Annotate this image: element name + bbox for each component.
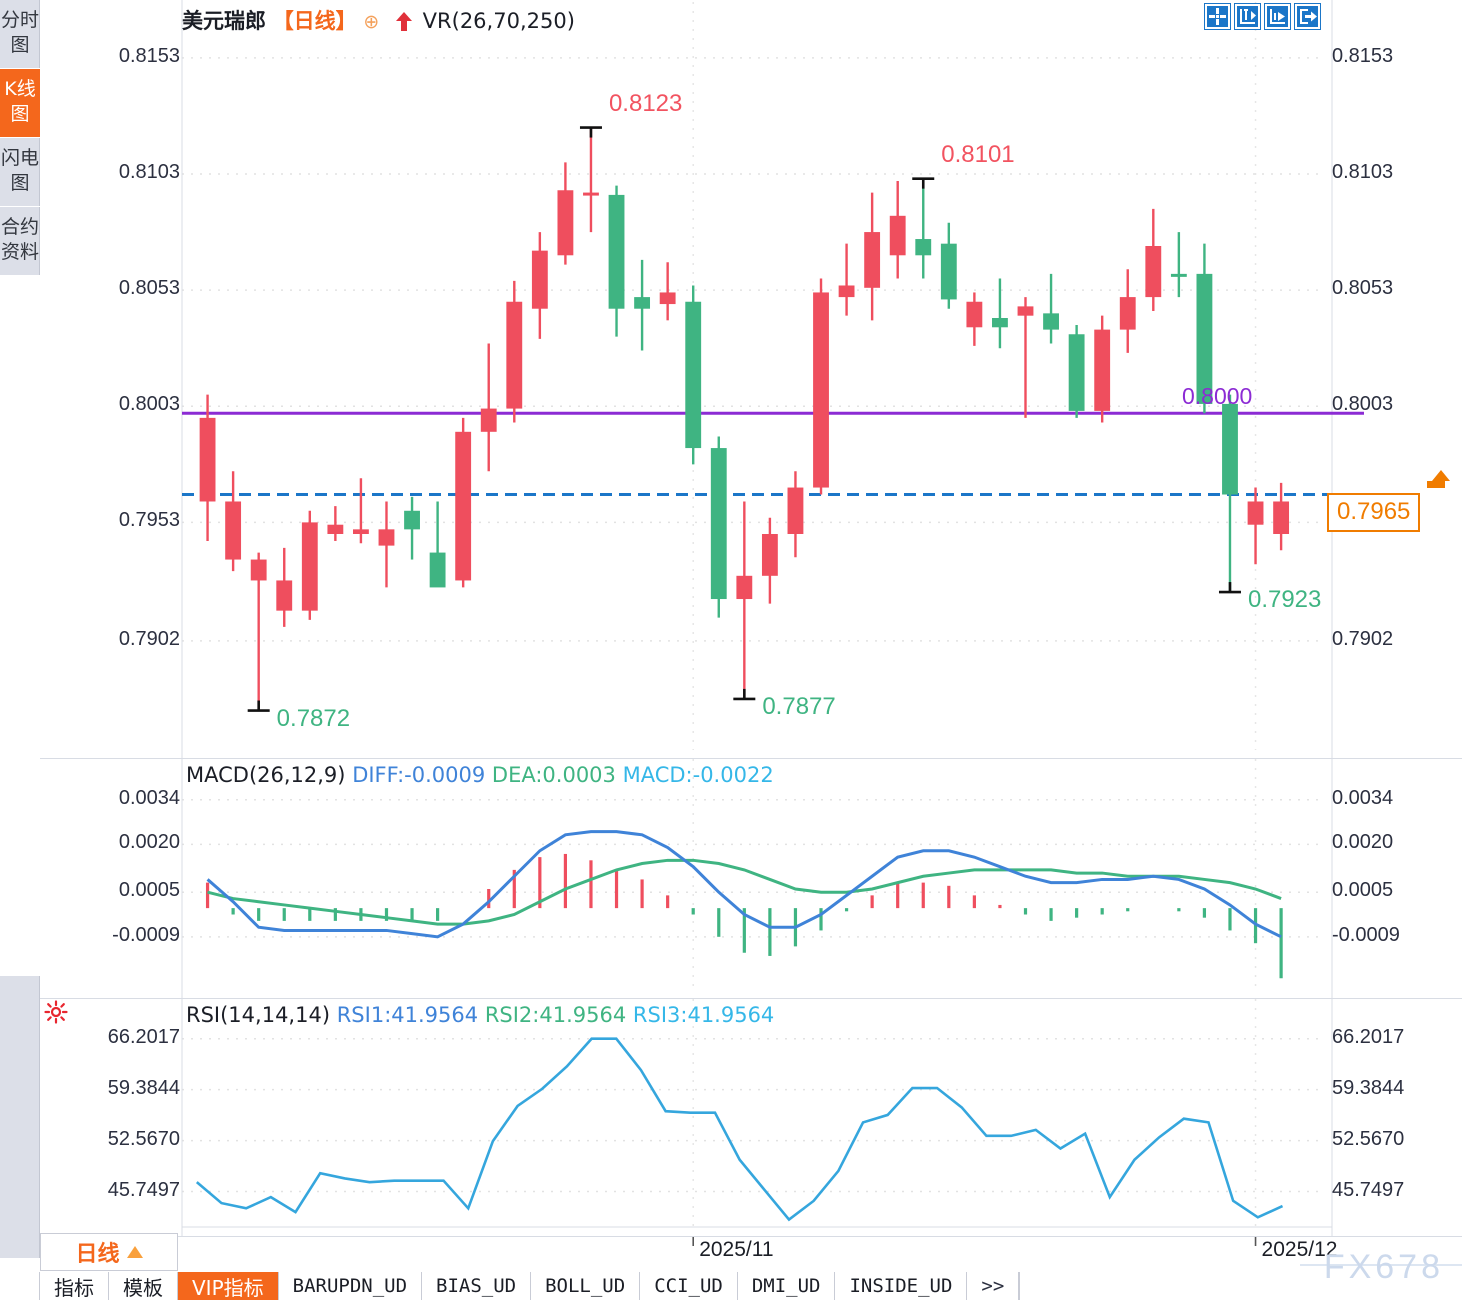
macd-axis-tick-left: 0.0020 [118, 831, 180, 854]
annotation-support-line: 0.8000 [1182, 383, 1253, 410]
price-axis-tick-right: 0.8053 [1332, 277, 1394, 300]
macd-axis-tick-left: 0.0034 [118, 786, 180, 809]
btn-cci-ud[interactable]: CCI_UD [640, 1272, 738, 1300]
rsi-axis-tick-left: 52.5670 [107, 1127, 180, 1150]
rsi2-label: RSI2:41.9564 [484, 1003, 627, 1027]
crosshair-move-icon[interactable] [1204, 3, 1231, 30]
rsi-axis-tick-right: 66.2017 [1332, 1025, 1405, 1048]
chart-fit-icon[interactable] [1264, 3, 1291, 30]
macd-panel[interactable]: MACD(26,12,9) DIFF:-0.0009 DEA:0.0003 MA… [40, 758, 1462, 998]
price-tag-pointer-bar [1427, 481, 1445, 488]
bottom-toolbar: 指标 模板 VIP指标 BARUPDN_UD BIAS_UD BOLL_UD CCI_UD D… [0, 1271, 1462, 1300]
macd-diff-label: DIFF:-0.0009 [352, 763, 486, 787]
price-axis-tick-right: 0.8103 [1332, 161, 1394, 183]
price-axis-tick-right: 0.8003 [1332, 393, 1394, 416]
btn-templates[interactable]: 模板 [109, 1272, 178, 1300]
price-tag-pointer [1432, 470, 1450, 481]
price-axis-tick-left: 0.8053 [118, 277, 180, 300]
rsi-panel[interactable]: RSI(14,14,14) RSI1:41.9564 RSI2:41.9564 … [40, 998, 1462, 1236]
btn-more[interactable]: >> [967, 1272, 1020, 1300]
rsi-axis-tick-right: 59.3844 [1332, 1076, 1405, 1099]
macd-dea-label: DEA:0.0003 [491, 763, 616, 787]
rsi-axis-tick-right: 45.7497 [1332, 1178, 1405, 1201]
x-axis-tick-label: 2025/12 [1262, 1238, 1338, 1259]
rsi-chart-canvas[interactable] [40, 999, 1462, 1236]
sun-settings-icon[interactable] [44, 1000, 68, 1024]
annotation-low-2: 0.7877 [762, 692, 836, 720]
btn-indicators[interactable]: 指标 [40, 1272, 109, 1300]
macd-name-label: MACD(26,12,9) [186, 763, 346, 787]
chart-exit-icon[interactable] [1294, 3, 1321, 30]
chart-toolbar [1204, 3, 1321, 30]
bottom-toolbar-overflow-field[interactable] [1019, 1272, 1462, 1300]
annotation-low-1: 0.7872 [276, 704, 351, 732]
crosshair-icon[interactable]: ⊕ [363, 11, 380, 33]
rsi-name-label: RSI(14,14,14) [186, 1003, 331, 1027]
sidebar-blank-area [0, 276, 40, 976]
macd-axis-tick-right: 0.0005 [1332, 879, 1394, 902]
period-label: 【日线】 [272, 9, 357, 33]
sidebar-item-timeline[interactable]: 分时图 [0, 0, 40, 69]
annotation-high-2: 0.8101 [941, 140, 1015, 168]
rsi3-label: RSI3:41.9564 [632, 1003, 775, 1027]
btn-vip-indicators[interactable]: VIP指标 [178, 1272, 279, 1300]
rsi-axis-tick-left: 66.2017 [107, 1025, 180, 1048]
annotation-high-1: 0.8123 [608, 89, 683, 117]
macd-axis-tick-left: 0.0005 [118, 879, 180, 902]
btn-boll-ud[interactable]: BOLL_UD [531, 1272, 641, 1300]
price-axis-tick-left: 0.7902 [118, 627, 180, 650]
sidebar-item-label: 合约资料 [0, 216, 39, 263]
x-axis-tick-label: 2025/11 [699, 1238, 773, 1259]
sidebar-item-label: 分时图 [0, 9, 39, 56]
macd-axis-tick-right: 0.0034 [1332, 786, 1394, 809]
macd-axis-tick-right: -0.0009 [1332, 923, 1400, 946]
x-axis-canvas: 2025/11 2025/12 [692, 1237, 1338, 1259]
price-axis-tick-left: 0.8153 [118, 44, 180, 67]
chart-zone: 美元瑞郎 【日线】 ⊕ VR(26,70,250) [40, 0, 1462, 1259]
x-axis-strip: 2025/11 2025/12 [40, 1236, 1462, 1259]
price-axis-tick-left: 0.8003 [118, 393, 180, 416]
btn-bias-ud[interactable]: BIAS_UD [422, 1272, 532, 1300]
price-axis-tick-left: 0.8103 [118, 161, 180, 183]
triangle-up-icon [126, 1246, 143, 1258]
rsi-header: RSI(14,14,14) RSI1:41.9564 RSI2:41.9564 … [186, 1003, 774, 1027]
price-axis-tick-right: 0.7902 [1332, 627, 1394, 650]
rsi-axis-tick-left: 45.7497 [107, 1178, 180, 1201]
rsi-axis-tick-left: 59.3844 [107, 1076, 180, 1099]
btn-dmi-ud[interactable]: DMI_UD [738, 1272, 836, 1300]
bottom-toolbar-spacer [0, 1272, 40, 1300]
price-axis-tick-left: 0.7953 [118, 509, 180, 532]
sidebar-item-kline[interactable]: K线图 [0, 69, 40, 138]
chart-scale-icon[interactable] [1234, 3, 1261, 30]
symbol-label: 美元瑞郎 [182, 9, 266, 33]
current-price-tag[interactable]: 0.7965 [1327, 493, 1421, 532]
rsi1-label: RSI1:41.9564 [336, 1003, 479, 1027]
vr-indicator-label: VR(26,70,250) [422, 9, 575, 33]
sidebar-item-label: 闪电图 [0, 147, 39, 194]
price-axis-tick-right: 0.8153 [1332, 44, 1394, 67]
annotation-low-3: 0.7923 [1247, 586, 1322, 614]
left-sidebar: 分时图 K线图 闪电图 合约资料 [0, 0, 40, 1258]
macd-axis-tick-right: 0.0020 [1332, 831, 1394, 854]
up-arrow-icon [395, 12, 412, 32]
btn-barupdn-ud[interactable]: BARUPDN_UD [279, 1272, 423, 1300]
sidebar-item-lightning[interactable]: 闪电图 [0, 138, 40, 207]
macd-axis-tick-left: -0.0009 [112, 923, 180, 946]
period-selector-label: 日线 [75, 1242, 120, 1267]
sidebar-item-contract-info[interactable]: 合约资料 [0, 207, 40, 276]
price-chart-canvas[interactable] [40, 0, 1462, 758]
rsi-axis-tick-right: 52.5670 [1332, 1127, 1405, 1150]
period-selector-button[interactable]: 日线 [40, 1233, 178, 1271]
chart-header: 美元瑞郎 【日线】 ⊕ VR(26,70,250) [182, 5, 575, 35]
macd-value-label: MACD:-0.0022 [622, 763, 774, 787]
btn-inside-ud[interactable]: INSIDE_UD [835, 1272, 968, 1300]
watermark-line [1300, 1264, 1462, 1266]
macd-chart-canvas[interactable] [40, 759, 1462, 998]
price-panel[interactable]: 美元瑞郎 【日线】 ⊕ VR(26,70,250) [40, 0, 1462, 758]
watermark-label: FX678 [1323, 1248, 1444, 1286]
sidebar-item-label: K线图 [4, 78, 36, 125]
macd-header: MACD(26,12,9) DIFF:-0.0009 DEA:0.0003 MA… [186, 763, 774, 787]
